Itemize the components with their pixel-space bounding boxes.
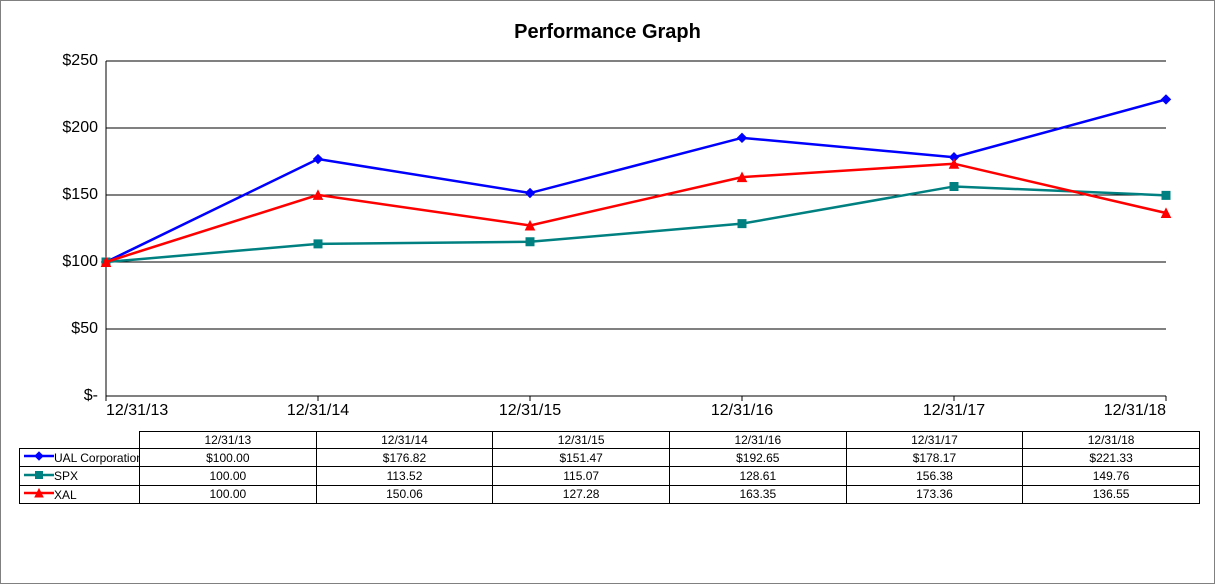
table-cell: 156.38 [846, 467, 1023, 485]
series-name: XAL [54, 487, 77, 501]
table-row: XAL 100.00150.06127.28163.35173.36136.55 [20, 485, 1200, 503]
table-cell: 136.55 [1023, 485, 1200, 503]
x-tick-label: 12/31/14 [287, 396, 349, 420]
series-label-cell: XAL [20, 485, 140, 503]
x-tick-label: 12/31/18 [1104, 396, 1166, 420]
table-cell: 150.06 [316, 485, 493, 503]
y-tick-label: $250 [62, 52, 106, 70]
table-row: SPX 100.00113.52115.07128.61156.38149.76 [20, 467, 1200, 485]
x-tick-label: 12/31/16 [711, 396, 773, 420]
table-cell: 173.36 [846, 485, 1023, 503]
table-column-header: 12/31/17 [846, 432, 1023, 449]
x-tick-label: 12/31/13 [106, 396, 168, 420]
series-marker [314, 155, 323, 164]
table-cell: 163.35 [669, 485, 846, 503]
series-name: SPX [54, 469, 78, 483]
table-cell: 115.07 [493, 467, 670, 485]
table-cell: 127.28 [493, 485, 670, 503]
triangle-marker-icon [24, 487, 54, 502]
data-table: 12/31/1312/31/1412/31/1512/31/1612/31/17… [19, 431, 1200, 504]
series-marker [526, 189, 535, 198]
table-cell: 100.00 [140, 467, 317, 485]
series-marker [738, 220, 746, 228]
table-cell: $192.65 [669, 449, 846, 467]
series-name: UAL Corporation [54, 451, 140, 465]
table-cell: $100.00 [140, 449, 317, 467]
table-row: UAL Corporation$100.00$176.82$151.47$192… [20, 449, 1200, 467]
table-column-header: 12/31/18 [1023, 432, 1200, 449]
series-marker [1162, 95, 1171, 104]
plot-area: $-$50$100$150$200$25012/31/1312/31/1412/… [106, 61, 1166, 396]
table-cell: $151.47 [493, 449, 670, 467]
table-cell: 113.52 [316, 467, 493, 485]
table-cell: $178.17 [846, 449, 1023, 467]
series-line [106, 186, 1166, 262]
y-tick-label: $200 [62, 119, 106, 137]
table-cell: 100.00 [140, 485, 317, 503]
y-tick-label: $150 [62, 186, 106, 204]
table-column-header: 12/31/15 [493, 432, 670, 449]
chart-frame: Performance Graph $-$50$100$150$200$2501… [0, 0, 1215, 584]
x-tick-label: 12/31/15 [499, 396, 561, 420]
table-cell: $221.33 [1023, 449, 1200, 467]
series-marker [314, 240, 322, 248]
table-cell: 149.76 [1023, 467, 1200, 485]
table-header-row: 12/31/1312/31/1412/31/1512/31/1612/31/17… [20, 432, 1200, 449]
series-marker [1162, 191, 1170, 199]
plot-svg [106, 61, 1166, 396]
series-line [106, 99, 1166, 262]
chart-title: Performance Graph [1, 21, 1214, 44]
table-blank-corner [20, 432, 140, 449]
y-tick-label: $100 [62, 253, 106, 271]
series-marker [950, 182, 958, 190]
y-tick-label: $50 [71, 320, 106, 338]
series-marker [526, 238, 534, 246]
x-tick-label: 12/31/17 [923, 396, 985, 420]
table-cell: 128.61 [669, 467, 846, 485]
table-column-header: 12/31/16 [669, 432, 846, 449]
table-column-header: 12/31/14 [316, 432, 493, 449]
table-column-header: 12/31/13 [140, 432, 317, 449]
series-label-cell: SPX [20, 467, 140, 485]
y-tick-label: $- [84, 387, 106, 405]
table-cell: $176.82 [316, 449, 493, 467]
series-label-cell: UAL Corporation [20, 449, 140, 467]
square-marker-icon [24, 469, 54, 484]
series-marker [738, 133, 747, 142]
diamond-marker-icon [24, 450, 54, 465]
